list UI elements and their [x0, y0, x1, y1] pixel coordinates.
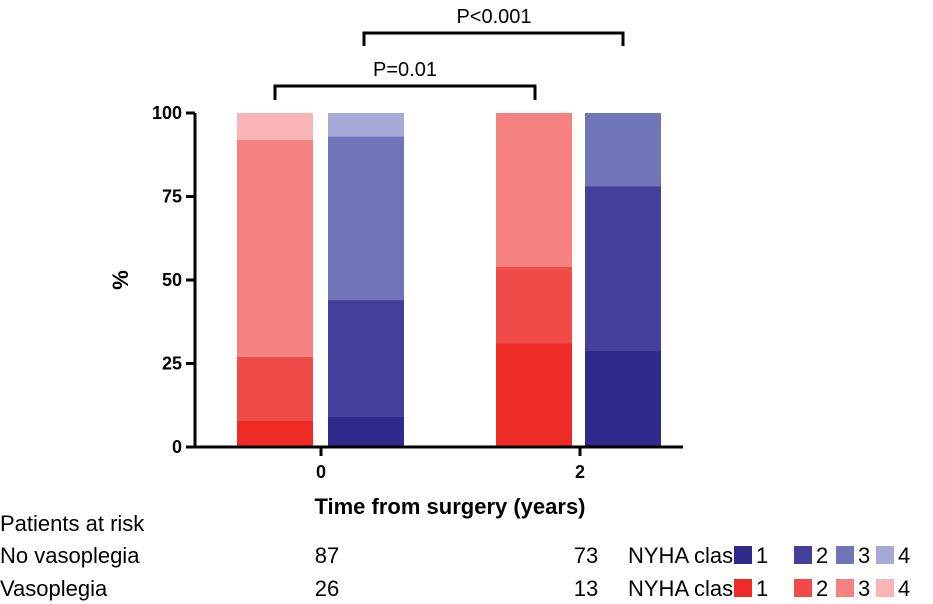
legend-swatch-blue	[794, 546, 812, 564]
x-axis-title: Time from surgery (years)	[314, 494, 585, 519]
legend-class-label: 1	[756, 576, 768, 601]
y-tick-layer: 0 25 50 75 100	[152, 103, 195, 457]
bracket-line	[273, 84, 537, 100]
y-axis-title: %	[108, 270, 133, 290]
bar-segment	[328, 416, 404, 447]
risk-value: 73	[574, 543, 598, 568]
legend-class-label: 4	[898, 576, 910, 601]
risk-table-title: Patients at risk	[0, 511, 145, 536]
bar-layer	[237, 113, 661, 447]
bar-segment	[585, 186, 661, 351]
y-tick-label: 50	[162, 270, 182, 290]
legend-swatch-red	[836, 579, 854, 597]
legend: NYHA class NYHA class 1 2 3 4 1 2 3 4	[628, 543, 910, 601]
x-tick-label: 2	[575, 462, 585, 482]
risk-value: 87	[315, 543, 339, 568]
y-tick-label: 25	[162, 354, 182, 374]
bar-segment	[496, 266, 572, 344]
bar-segment	[328, 113, 404, 137]
bar-segment	[237, 420, 313, 447]
legend-swatch-red	[794, 579, 812, 597]
bar-segment	[328, 300, 404, 417]
bar-segment	[237, 139, 313, 357]
y-tick-label: 75	[162, 187, 182, 207]
bar-segment	[585, 113, 661, 187]
bar-segment	[496, 113, 572, 267]
p-value-label: P<0.001	[456, 6, 531, 28]
comparison-bracket-no-vasoplegia: P<0.001	[362, 6, 625, 46]
p-value-label: P=0.01	[373, 59, 437, 81]
x-tick-label: 0	[316, 462, 326, 482]
bar-segment	[328, 136, 404, 301]
legend-swatch-red	[734, 579, 752, 597]
risk-table: Patients at risk No vasoplegia 87 73 Vas…	[0, 511, 598, 601]
risk-value: 26	[315, 576, 339, 601]
bar-segment	[237, 113, 313, 140]
legend-class-label: 1	[756, 543, 768, 568]
bar-segment	[496, 343, 572, 447]
legend-class-label: 3	[858, 543, 870, 568]
legend-swatch-blue	[876, 546, 894, 564]
y-tick-label: 0	[172, 437, 182, 457]
risk-value: 13	[574, 576, 598, 601]
risk-row-label: No vasoplegia	[0, 543, 140, 568]
bar-segment	[237, 356, 313, 421]
bar-segment	[585, 350, 661, 447]
y-tick-label: 100	[152, 103, 182, 123]
legend-label-red: NYHA class	[628, 576, 744, 601]
legend-swatch-blue	[734, 546, 752, 564]
legend-class-label: 2	[816, 543, 828, 568]
comparison-bracket-vasoplegia: P=0.01	[273, 59, 537, 100]
legend-class-label: 3	[858, 576, 870, 601]
bracket-line	[362, 31, 625, 46]
risk-row-label: Vasoplegia	[0, 576, 108, 601]
legend-class-label: 2	[816, 576, 828, 601]
legend-swatch-blue	[836, 546, 854, 564]
legend-class-label: 4	[898, 543, 910, 568]
legend-label-blue: NYHA class	[628, 543, 744, 568]
legend-swatch-red	[876, 579, 894, 597]
